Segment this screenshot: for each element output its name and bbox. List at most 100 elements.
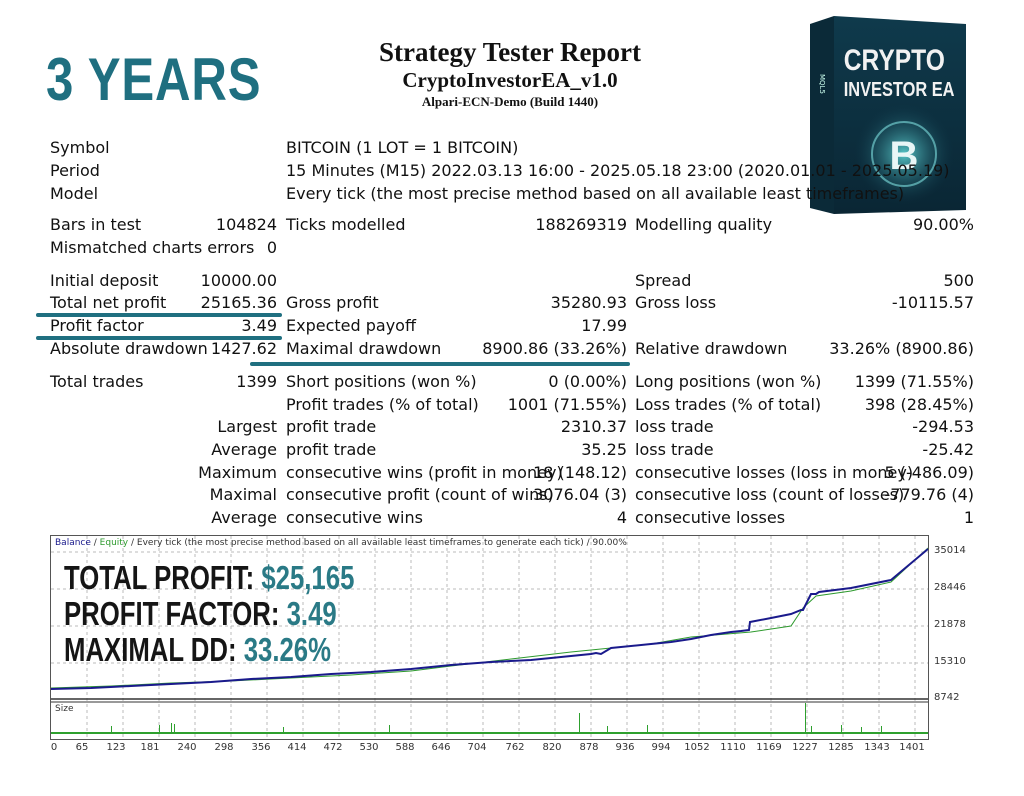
x-tick: 878 bbox=[579, 742, 599, 753]
total-trades-label: Total trades bbox=[50, 372, 144, 391]
initial-deposit-value: 10000.00 bbox=[200, 271, 277, 290]
profit-factor-value: 3.49 bbox=[241, 316, 277, 335]
x-tick: 646 bbox=[431, 742, 451, 753]
rel-dd-value: 33.26% (8900.86) bbox=[829, 339, 974, 358]
x-tick: 1110 bbox=[720, 742, 746, 753]
x-tick: 1343 bbox=[864, 742, 890, 753]
y-tick: 35014 bbox=[934, 545, 966, 556]
x-tick: 0 bbox=[50, 742, 58, 753]
overlay-max-dd: MAXIMAL DD: 33.26% bbox=[64, 631, 332, 668]
svg-text:INVESTOR EA: INVESTOR EA bbox=[844, 77, 955, 100]
max-losses-label: consecutive losses (loss in money) bbox=[635, 463, 914, 482]
product-box-image: B CRYPTO INVESTOR EA MQL5 bbox=[806, 14, 970, 218]
x-tick: 762 bbox=[505, 742, 525, 753]
average-loss-value: -25.42 bbox=[922, 440, 974, 459]
short-value: 0 (0.00%) bbox=[548, 372, 627, 391]
x-tick: 181 bbox=[140, 742, 160, 753]
x-tick: 936 bbox=[615, 742, 635, 753]
x-tick: 704 bbox=[467, 742, 487, 753]
x-tick: 356 bbox=[251, 742, 271, 753]
largest-label: Largest bbox=[217, 417, 277, 436]
net-profit-value: 25165.36 bbox=[200, 293, 277, 312]
size-label: Size bbox=[55, 704, 74, 714]
x-tick: 1401 bbox=[899, 742, 925, 753]
overlay-profit-factor: PROFIT FACTOR: 3.49 bbox=[64, 595, 337, 632]
ticks-value: 188269319 bbox=[535, 215, 627, 234]
highlight-underline bbox=[250, 362, 630, 366]
y-tick: 21878 bbox=[934, 619, 966, 630]
x-tick: 1169 bbox=[756, 742, 782, 753]
x-tick: 994 bbox=[651, 742, 671, 753]
avg-consec-label: Average bbox=[211, 508, 277, 527]
long-label: Long positions (won %) bbox=[635, 372, 822, 391]
x-tick: 1052 bbox=[684, 742, 710, 753]
chart-legend: Balance / Equity / Every tick (the most … bbox=[55, 538, 627, 548]
spread-value: 500 bbox=[943, 271, 974, 290]
report-header: Strategy Tester Report CryptoInvestorEA_… bbox=[300, 36, 720, 111]
avg-losses-value: 1 bbox=[963, 508, 974, 527]
profit-factor-label: Profit factor bbox=[50, 316, 144, 335]
profit-trades-value: 1001 (71.55%) bbox=[507, 395, 627, 414]
x-tick: 414 bbox=[287, 742, 307, 753]
largest-profit-label: profit trade bbox=[286, 417, 377, 436]
highlight-underline bbox=[36, 313, 282, 317]
profit-trades-label: Profit trades (% of total) bbox=[286, 395, 479, 414]
server-name: Alpari-ECN-Demo (Build 1440) bbox=[421, 94, 599, 109]
expected-payoff-value: 17.99 bbox=[581, 316, 627, 335]
largest-profit-value: 2310.37 bbox=[560, 417, 627, 436]
expected-payoff-label: Expected payoff bbox=[286, 316, 416, 335]
years-banner: 3 YEARS bbox=[46, 46, 262, 113]
ticks-label: Ticks modelled bbox=[286, 215, 406, 234]
max-dd-label: Maximal drawdown bbox=[286, 339, 442, 358]
loss-trades-value: 398 (28.45%) bbox=[864, 395, 974, 414]
maximal-profit-label: consecutive profit (count of wins) bbox=[286, 485, 554, 504]
y-tick: 28446 bbox=[934, 582, 966, 593]
gross-loss-value: -10115.57 bbox=[891, 293, 974, 312]
period-value: 15 Minutes (M15) 2022.03.13 16:00 - 2025… bbox=[286, 161, 950, 180]
total-trades-value: 1399 bbox=[236, 372, 277, 391]
x-tick: 298 bbox=[214, 742, 234, 753]
abs-dd-value: 1427.62 bbox=[210, 339, 277, 358]
y-tick: 15310 bbox=[934, 656, 966, 667]
highlight-underline bbox=[36, 336, 282, 340]
x-tick: 65 bbox=[75, 742, 89, 753]
avg-losses-label: consecutive losses bbox=[635, 508, 786, 527]
maximum-label: Maximum bbox=[198, 463, 277, 482]
x-tick: 240 bbox=[177, 742, 197, 753]
quality-value: 90.00% bbox=[912, 215, 974, 234]
quality-label: Modelling quality bbox=[635, 215, 773, 234]
x-tick: 1285 bbox=[828, 742, 854, 753]
loss-trades-label: Loss trades (% of total) bbox=[635, 395, 822, 414]
x-tick: 530 bbox=[359, 742, 379, 753]
period-label: Period bbox=[50, 161, 100, 180]
report-title: Strategy Tester Report bbox=[379, 37, 641, 67]
model-value: Every tick (the most precise method base… bbox=[286, 184, 905, 203]
short-label: Short positions (won %) bbox=[286, 372, 477, 391]
abs-dd-label: Absolute drawdown bbox=[50, 339, 208, 358]
net-profit-label: Total net profit bbox=[50, 293, 167, 312]
max-dd-value: 8900.86 (33.26%) bbox=[482, 339, 627, 358]
mismatch-value: 0 bbox=[266, 238, 277, 257]
initial-deposit-label: Initial deposit bbox=[50, 271, 159, 290]
gross-profit-label: Gross profit bbox=[286, 293, 379, 312]
average-label: Average bbox=[211, 440, 277, 459]
maximal-label: Maximal bbox=[209, 485, 277, 504]
maximal-profit-value: 3076.04 (3) bbox=[533, 485, 627, 504]
maximal-loss-value: -779.76 (4) bbox=[884, 485, 974, 504]
size-bars bbox=[51, 703, 928, 734]
mismatch-label: Mismatched charts errors bbox=[50, 238, 255, 257]
long-value: 1399 (71.55%) bbox=[854, 372, 974, 391]
gross-profit-value: 35280.93 bbox=[550, 293, 627, 312]
symbol-label: Symbol bbox=[50, 138, 110, 157]
svg-text:MQL5: MQL5 bbox=[818, 74, 826, 94]
x-tick: 820 bbox=[542, 742, 562, 753]
max-losses-value: 5 (-486.09) bbox=[884, 463, 974, 482]
balance-chart: Balance / Equity / Every tick (the most … bbox=[50, 535, 929, 740]
svg-text:CRYPTO: CRYPTO bbox=[844, 43, 945, 77]
average-profit-value: 35.25 bbox=[581, 440, 627, 459]
y-tick: 8742 bbox=[934, 692, 960, 703]
avg-wins-value: 4 bbox=[616, 508, 627, 527]
spread-label: Spread bbox=[635, 271, 692, 290]
x-tick: 588 bbox=[395, 742, 415, 753]
symbol-value: BITCOIN (1 LOT = 1 BITCOIN) bbox=[286, 138, 519, 157]
